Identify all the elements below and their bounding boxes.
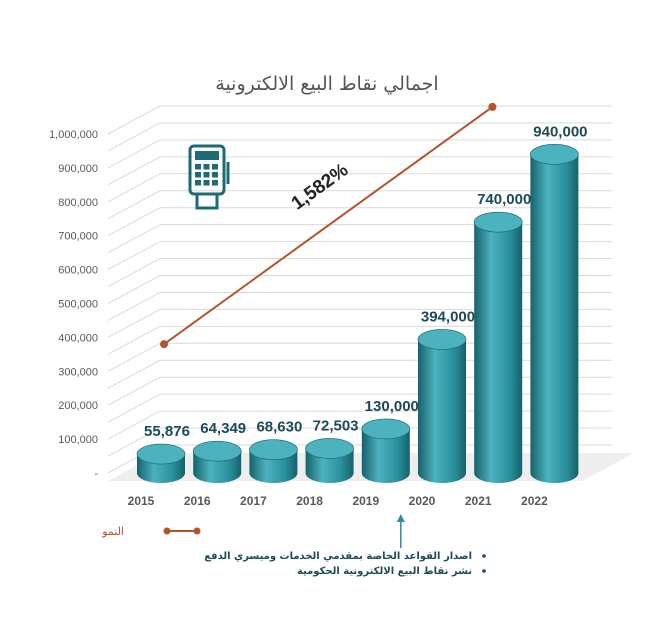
legend-marker (163, 527, 171, 535)
y-tick-label: 800,000 (58, 197, 98, 209)
x-tick-label: 2015 (128, 494, 155, 508)
x-tick-label: 2016 (184, 494, 211, 508)
y-tick-label: 100,000 (58, 434, 98, 446)
grid-line-side (107, 325, 161, 355)
note-bullet (482, 554, 486, 558)
pos-terminal-key (212, 180, 218, 186)
bar-body (418, 339, 466, 483)
y-tick-label: 400,000 (58, 332, 98, 344)
growth-line-path (163, 106, 493, 345)
notes: اصدار القواعد الخاصة بمقدمي الخدمات وميس… (204, 514, 486, 577)
pos-terminal-key (203, 172, 210, 178)
bar (361, 418, 411, 483)
data-label: 72,503 (313, 417, 359, 434)
x-axis: 2015 2016 2017 2018 2019 2020 2021 2022 (128, 494, 548, 508)
grid-line-side (107, 190, 161, 220)
x-tick-label: 2017 (240, 494, 267, 508)
grid-line-side (107, 359, 161, 389)
y-tick-label: 900,000 (58, 163, 98, 175)
y-tick-label: 1,000,000 (49, 129, 98, 141)
grid-line-side (107, 241, 161, 271)
growth-end-point (488, 102, 497, 111)
growth-start-point (160, 340, 168, 349)
bar (530, 144, 579, 483)
pos-terminal-key (195, 164, 201, 170)
data-label: 940,000 (533, 123, 587, 140)
grid-line-side (107, 292, 161, 321)
pos-terminal-stand (195, 192, 219, 210)
note-item: نشر نقاط البيع الالكترونية الحكومية (297, 566, 472, 577)
note-item: اصدار القواعد الخاصة بمقدمي الخدمات وميس… (204, 551, 472, 562)
bar-top (249, 439, 298, 461)
y-tick-label: 700,000 (58, 231, 98, 243)
grid-line-side (107, 156, 161, 186)
legend-label: النمو (101, 525, 124, 538)
grid-line-side (107, 122, 161, 152)
grid-line-side (107, 173, 161, 203)
y-tick-label: 300,000 (58, 366, 98, 378)
bar-body (474, 222, 523, 483)
y-tick-label: 600,000 (58, 265, 98, 277)
x-tick-label: 2021 (465, 494, 492, 508)
growth-label: 1,582% (288, 160, 353, 215)
grid-line-side (107, 139, 161, 169)
x-tick-label: 2020 (409, 494, 436, 508)
pos-terminal-key (212, 172, 218, 178)
pos-terminal-key (203, 180, 210, 186)
grid-line-side (107, 308, 161, 338)
bar-top (192, 440, 242, 462)
bar-top (417, 329, 467, 350)
bar-body (361, 428, 410, 483)
bar (192, 440, 242, 483)
grid-line-side (107, 393, 161, 423)
bar-top (305, 438, 354, 459)
grid-line-side (107, 410, 161, 440)
y-tick-label: 200,000 (58, 400, 98, 412)
bar (473, 211, 523, 483)
data-label: 55,876 (144, 423, 190, 440)
legend: النمو (101, 525, 201, 538)
bar (305, 438, 354, 483)
y-tick-label: 500,000 (58, 299, 98, 311)
bars: 55,876 64,349 68,630 72,503 130,000 394,000 74… (136, 123, 588, 483)
grid-line-side (107, 258, 161, 287)
pos-terminal-key (203, 164, 210, 170)
bar-top (136, 443, 186, 465)
bar-body (530, 154, 579, 483)
grid-line-side (107, 376, 161, 406)
chart-title: اجمالي نقاط البيع الالكترونية (215, 73, 438, 95)
pos-terminal-key (212, 164, 218, 170)
bar (249, 439, 298, 483)
x-tick-label: 2022 (521, 494, 548, 508)
bar-top (530, 144, 579, 165)
grid-line-side (107, 275, 161, 304)
y-tick-label: - (94, 468, 98, 480)
y-axis: - 100,000 200,000 300,000 400,000 500,000 600,… (49, 129, 98, 480)
pos-terminal-key (195, 180, 201, 186)
bar (417, 329, 467, 483)
data-label: 130,000 (365, 398, 419, 415)
data-label: 394,000 (421, 308, 475, 325)
pos-terminal-icon (188, 144, 230, 210)
pos-terminal-key (195, 172, 201, 178)
note-bullet (482, 569, 486, 573)
grid-line-side (107, 342, 161, 372)
pos-terminal-screen (195, 151, 219, 160)
bar-top (361, 418, 411, 440)
data-label: 68,630 (256, 419, 302, 436)
grid-line-side (107, 224, 161, 254)
x-tick-label: 2019 (352, 494, 379, 508)
grid-line-side (107, 105, 161, 135)
data-label: 740,000 (477, 191, 531, 208)
note-arrow-head (396, 514, 405, 522)
grid-line-side (107, 207, 161, 237)
bar-top (473, 211, 523, 233)
data-label: 64,349 (200, 420, 246, 437)
grid-line-side (107, 427, 161, 457)
bar (136, 443, 186, 483)
x-tick-label: 2018 (296, 494, 323, 508)
legend-marker (193, 527, 201, 535)
